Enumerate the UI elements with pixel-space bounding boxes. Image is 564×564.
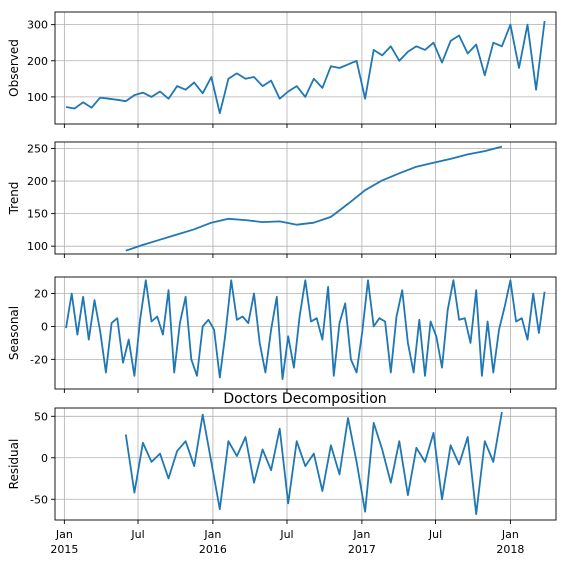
x-tick-year-label: 2018 — [496, 543, 524, 556]
y-axis-label: Observed — [7, 39, 21, 97]
panel-seasonal: -20 0 20 Seasonal — [7, 276, 557, 393]
y-tick-label: -50 — [30, 493, 48, 506]
series-line-residual — [124, 411, 503, 516]
x-tick-label: Jul — [428, 528, 442, 541]
y-tick-label: 50 — [34, 410, 48, 423]
y-tick-label: 300 — [27, 19, 48, 32]
axes-frame — [54, 141, 557, 255]
axes-frame — [54, 11, 557, 125]
series-line-seasonal — [65, 279, 546, 381]
y-axis-label: Seasonal — [7, 306, 21, 360]
y-tick-label: 100 — [27, 91, 48, 104]
x-axis: Jan 2015 Jul Jan 2016 Jul Jan 2017 Jul Jan 2018 — [50, 528, 524, 556]
panels: 100200300Observed100150200250Trend-20020… — [7, 11, 557, 524]
y-tick-label: -20 — [30, 353, 48, 366]
y-tick-label: 0 — [41, 320, 48, 333]
x-tick-year-label: 2016 — [199, 543, 227, 556]
x-tick-label: Jan — [203, 528, 221, 541]
y-axis-label: Residual — [7, 439, 21, 490]
panel-trend: 100 150 200 250 Trend — [7, 141, 557, 258]
chart-title: Doctors Decomposition — [223, 391, 386, 407]
y-tick-label: 250 — [27, 143, 48, 156]
x-tick-label: Jul — [130, 528, 144, 541]
series-line-observed — [65, 20, 546, 115]
axes-frame — [54, 407, 557, 521]
y-tick-label: 200 — [27, 175, 48, 188]
x-tick-label: Jan — [352, 528, 370, 541]
y-tick-label: 0 — [41, 452, 48, 465]
x-tick-year-label: 2017 — [348, 543, 376, 556]
y-axis-label: Trend — [7, 182, 21, 216]
y-tick-label: 100 — [27, 240, 48, 253]
y-tick-label: 20 — [34, 287, 48, 300]
axes-frame — [54, 276, 557, 390]
series-line-trend — [125, 145, 503, 252]
y-tick-label: 200 — [27, 55, 48, 68]
x-tick-year-label: 2015 — [50, 543, 78, 556]
panel-residual: -50 0 50 Residual — [7, 407, 557, 524]
y-tick-label: 150 — [27, 208, 48, 221]
x-tick-label: Jan — [55, 528, 73, 541]
x-tick-label: Jan — [501, 528, 519, 541]
panel-observed: 100 200 300 Observed — [7, 11, 557, 128]
x-tick-label: Jul — [279, 528, 293, 541]
